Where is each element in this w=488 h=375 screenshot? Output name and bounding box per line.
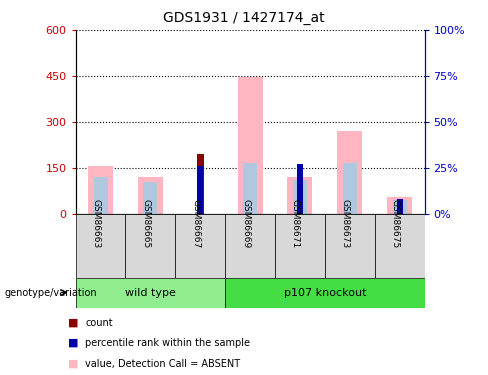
Text: GSM86669: GSM86669 bbox=[241, 199, 250, 248]
Bar bbox=[375, 214, 425, 278]
Text: wild type: wild type bbox=[125, 288, 176, 297]
Text: ■: ■ bbox=[68, 318, 79, 327]
Bar bbox=[293, 180, 307, 214]
Bar bbox=[297, 164, 303, 214]
Bar bbox=[243, 163, 257, 214]
Text: ■: ■ bbox=[68, 359, 79, 369]
Text: GSM86671: GSM86671 bbox=[291, 199, 300, 248]
Text: value, Detection Call = ABSENT: value, Detection Call = ABSENT bbox=[85, 359, 241, 369]
Text: GSM86673: GSM86673 bbox=[341, 199, 350, 248]
Bar bbox=[287, 177, 312, 214]
Text: GSM86675: GSM86675 bbox=[390, 199, 400, 248]
Bar bbox=[343, 163, 357, 214]
Bar bbox=[393, 200, 407, 214]
Bar bbox=[197, 154, 204, 214]
Text: count: count bbox=[85, 318, 113, 327]
Bar bbox=[238, 78, 263, 214]
Bar bbox=[337, 131, 362, 214]
Bar bbox=[76, 278, 225, 308]
Bar bbox=[275, 214, 325, 278]
Bar bbox=[225, 214, 275, 278]
Text: percentile rank within the sample: percentile rank within the sample bbox=[85, 338, 250, 348]
Text: p107 knockout: p107 knockout bbox=[284, 288, 366, 297]
Bar bbox=[325, 214, 375, 278]
Bar bbox=[197, 166, 203, 214]
Text: GDS1931 / 1427174_at: GDS1931 / 1427174_at bbox=[163, 11, 325, 25]
Bar bbox=[138, 177, 163, 214]
Bar bbox=[225, 278, 425, 308]
Bar bbox=[94, 177, 107, 214]
Bar bbox=[143, 182, 158, 214]
Text: GSM86667: GSM86667 bbox=[191, 199, 200, 248]
Text: GSM86665: GSM86665 bbox=[142, 199, 150, 248]
Bar bbox=[387, 197, 412, 214]
Bar bbox=[175, 214, 225, 278]
Text: genotype/variation: genotype/variation bbox=[5, 288, 98, 297]
Text: GSM86663: GSM86663 bbox=[92, 199, 101, 248]
Bar bbox=[88, 166, 113, 214]
Bar bbox=[125, 214, 175, 278]
Bar bbox=[397, 199, 403, 214]
Bar bbox=[76, 214, 125, 278]
Text: ■: ■ bbox=[68, 338, 79, 348]
